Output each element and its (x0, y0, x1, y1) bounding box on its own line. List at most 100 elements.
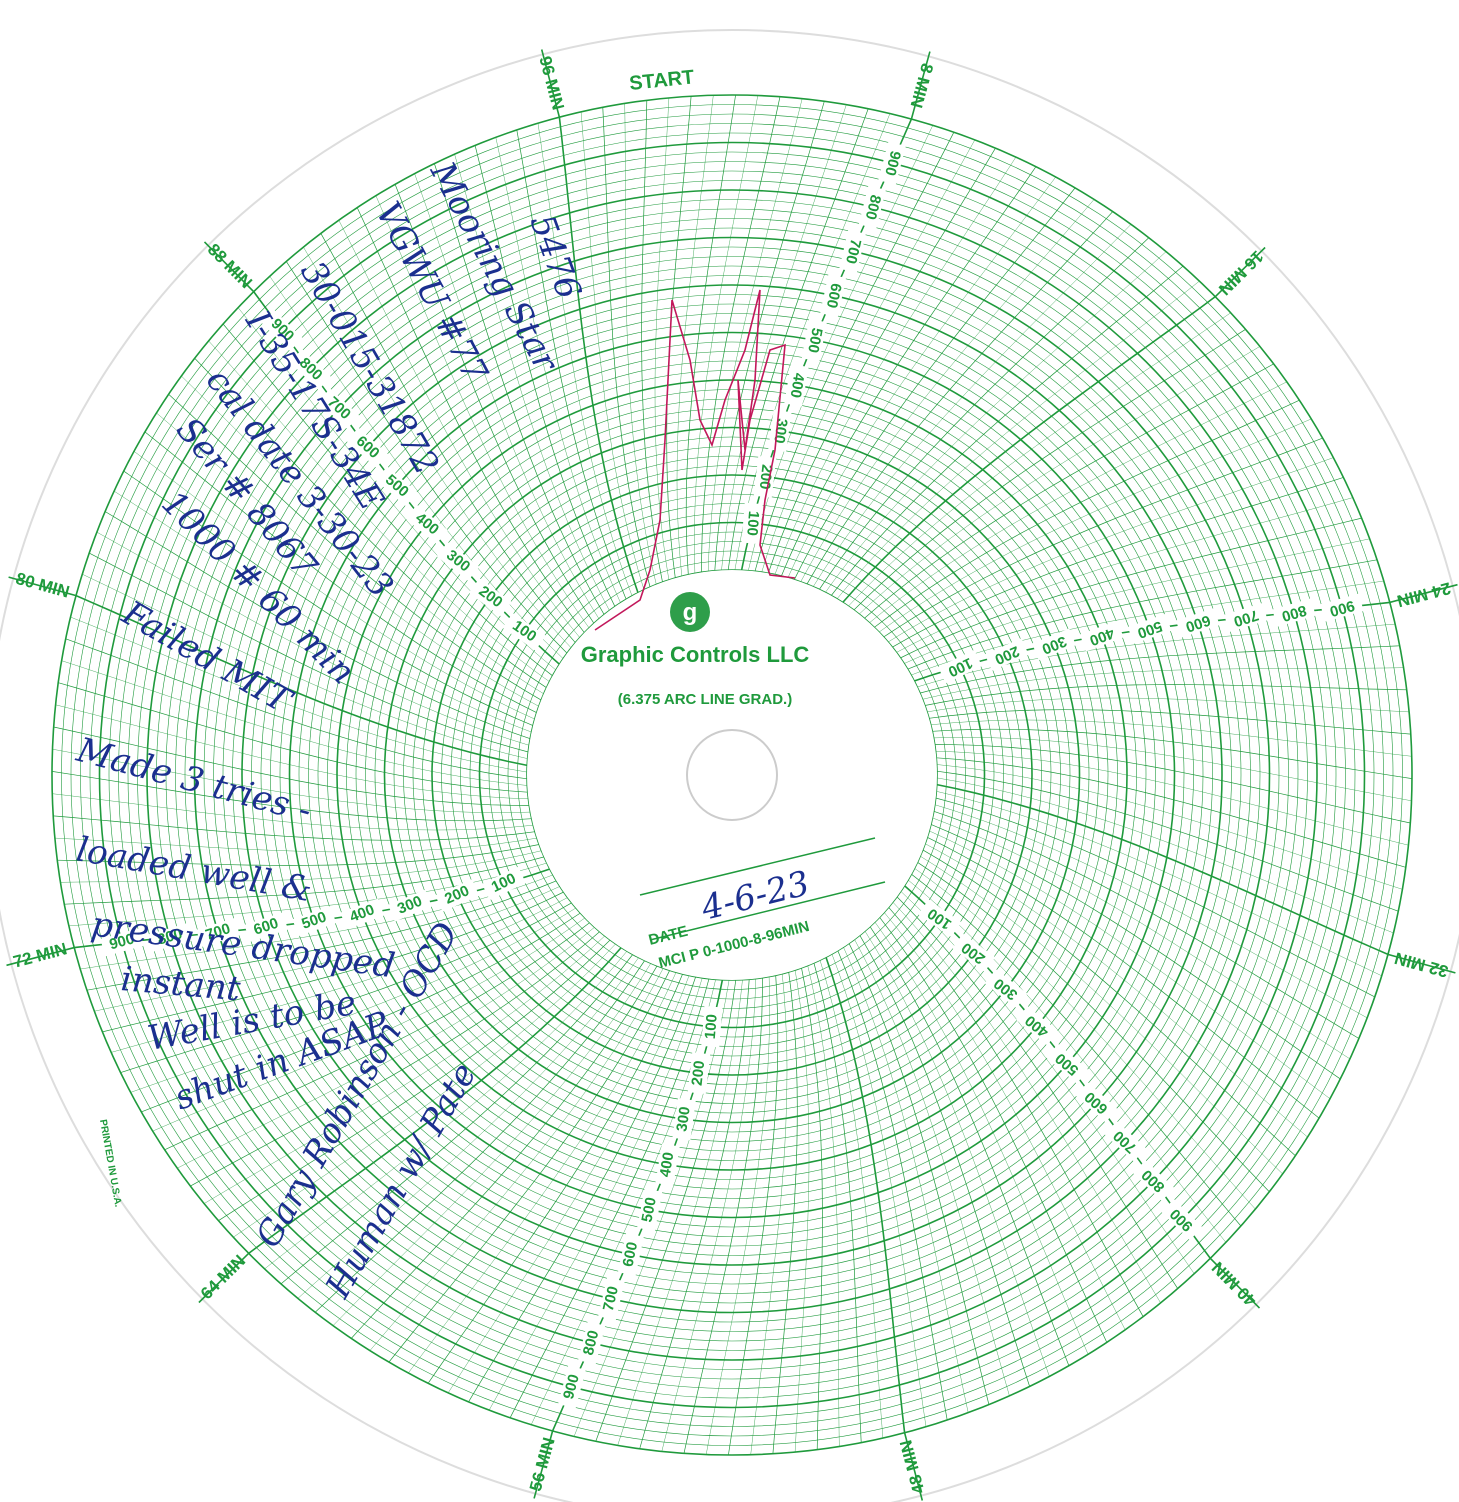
grid-circle (137, 180, 1327, 1370)
scale-label-bg (289, 349, 331, 390)
time-line (927, 836, 1320, 1119)
time-line (141, 912, 581, 1113)
time-line (907, 559, 1378, 670)
time-line (177, 927, 595, 1169)
scale-label-bg (701, 1006, 723, 1048)
scale-label: 700 (1232, 606, 1261, 630)
time-line (356, 207, 585, 633)
grid-circle (298, 341, 1166, 1209)
time-line (900, 517, 1362, 659)
time-line (54, 837, 538, 853)
time-line (819, 237, 1150, 590)
grid-circle (279, 322, 1185, 1228)
pen-trace (594, 289, 796, 631)
time-line (922, 849, 1296, 1156)
time-line (55, 704, 529, 799)
grid-circle (241, 284, 1223, 1266)
scale-label-bg (784, 364, 809, 407)
time-line (801, 967, 823, 1450)
time-line (701, 96, 781, 573)
grid-circle (365, 408, 1099, 1142)
time-line (767, 147, 996, 574)
scale-label-bg (375, 466, 418, 507)
time-line (933, 737, 1412, 801)
scale-label-bg (1161, 1199, 1203, 1241)
scale-label-bg (435, 879, 480, 912)
time-line (874, 921, 1089, 1355)
grid-circle (61, 104, 1403, 1446)
time-line (624, 103, 657, 585)
time-line (654, 97, 670, 581)
scale-label-bg (952, 933, 996, 972)
time-line (80, 874, 554, 970)
time-line (932, 728, 1413, 779)
time-line (807, 965, 840, 1447)
grid-circle (232, 275, 1232, 1275)
scale-label-bg (918, 899, 962, 938)
time-line (218, 939, 611, 1221)
scale-label-bg (1127, 613, 1172, 644)
time-line (728, 975, 779, 1456)
time-line (488, 977, 703, 1411)
grid-circle (374, 417, 1090, 1133)
scale-label-bg (100, 928, 144, 957)
scale-label: 900 (881, 149, 904, 178)
time-line (222, 323, 553, 677)
time-line (89, 552, 529, 753)
scale-label-bg (468, 578, 512, 617)
grid-circle (127, 170, 1337, 1380)
scale-label-bg (558, 1365, 586, 1409)
grad: (6.375 ARC LINE GRAD.) (618, 691, 792, 708)
time-line (859, 935, 1030, 1387)
time-line (734, 113, 891, 571)
grid-circle (498, 541, 966, 1009)
time-line (930, 824, 1341, 1080)
grid-circle (80, 123, 1384, 1427)
grid-circle (156, 199, 1308, 1351)
scale-label: 500 (804, 326, 825, 354)
grid-circle (118, 161, 1346, 1389)
scale-label-bg (1032, 628, 1076, 661)
time-line (892, 901, 1161, 1304)
time-line (936, 783, 1456, 974)
time-line (910, 580, 1384, 676)
time-line (793, 187, 1076, 580)
scale-label-bg (984, 969, 1028, 1008)
time-line (181, 375, 544, 694)
time-line (907, 879, 1227, 1243)
time-line (848, 312, 1231, 607)
time-line (123, 470, 534, 726)
scale-label: 400 (787, 372, 808, 399)
time-line (854, 939, 1010, 1396)
time-line (454, 154, 610, 611)
time-line (892, 477, 1344, 648)
time-line (830, 265, 1184, 596)
time-line (70, 616, 528, 773)
grid-circle (346, 389, 1118, 1161)
time-line (825, 956, 924, 1501)
grid-circle (412, 455, 1052, 1095)
scale-label-bg (637, 1188, 663, 1232)
time-line (813, 962, 862, 1443)
time-line (414, 173, 600, 620)
scale-label-bg (878, 141, 906, 185)
scale-label-bg (148, 923, 192, 952)
time-line (156, 412, 539, 707)
time-line (858, 346, 1261, 615)
time-line (351, 965, 658, 1339)
scale-label-bg (858, 185, 886, 229)
grid-circle (422, 465, 1042, 1085)
time-line (427, 973, 683, 1384)
scale-label-bg (801, 318, 827, 362)
time-line (194, 357, 547, 688)
time-line (930, 719, 1412, 757)
time-line (936, 764, 1403, 890)
time-line (52, 793, 534, 831)
scale-label-bg (687, 1052, 711, 1095)
time-line (869, 926, 1070, 1366)
scale-label-bg (317, 388, 360, 429)
scale-label-bg (292, 906, 337, 937)
time-line (800, 199, 1095, 582)
scale-label: 800 (862, 193, 885, 221)
